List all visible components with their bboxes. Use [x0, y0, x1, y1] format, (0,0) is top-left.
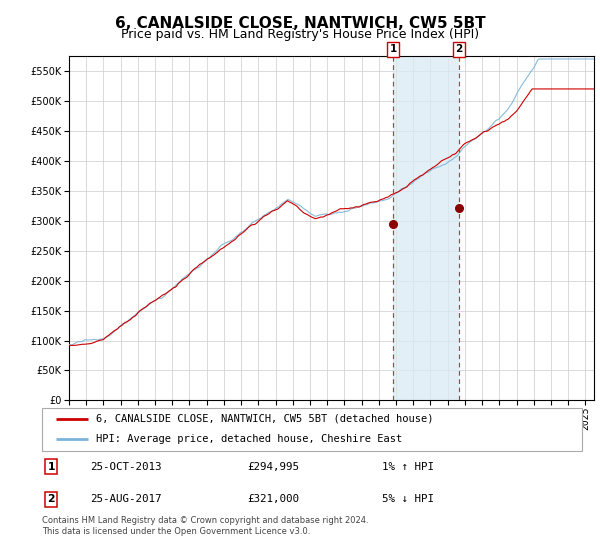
Text: 6, CANALSIDE CLOSE, NANTWICH, CW5 5BT: 6, CANALSIDE CLOSE, NANTWICH, CW5 5BT — [115, 16, 485, 31]
Text: 2: 2 — [455, 44, 463, 54]
Text: Contains HM Land Registry data © Crown copyright and database right 2024.
This d: Contains HM Land Registry data © Crown c… — [42, 516, 368, 536]
Text: 2: 2 — [47, 494, 55, 505]
Text: HPI: Average price, detached house, Cheshire East: HPI: Average price, detached house, Ches… — [96, 434, 402, 444]
Text: 1% ↑ HPI: 1% ↑ HPI — [382, 461, 434, 472]
Text: £294,995: £294,995 — [247, 461, 299, 472]
Text: 1: 1 — [47, 461, 55, 472]
Text: 25-OCT-2013: 25-OCT-2013 — [91, 461, 162, 472]
Bar — [393, 56, 459, 400]
Text: 5% ↓ HPI: 5% ↓ HPI — [382, 494, 434, 505]
Text: 6, CANALSIDE CLOSE, NANTWICH, CW5 5BT (detached house): 6, CANALSIDE CLOSE, NANTWICH, CW5 5BT (d… — [96, 414, 433, 424]
Text: £321,000: £321,000 — [247, 494, 299, 505]
Text: Price paid vs. HM Land Registry's House Price Index (HPI): Price paid vs. HM Land Registry's House … — [121, 28, 479, 41]
Text: 25-AUG-2017: 25-AUG-2017 — [91, 494, 162, 505]
FancyBboxPatch shape — [42, 408, 582, 451]
Text: 1: 1 — [389, 44, 397, 54]
